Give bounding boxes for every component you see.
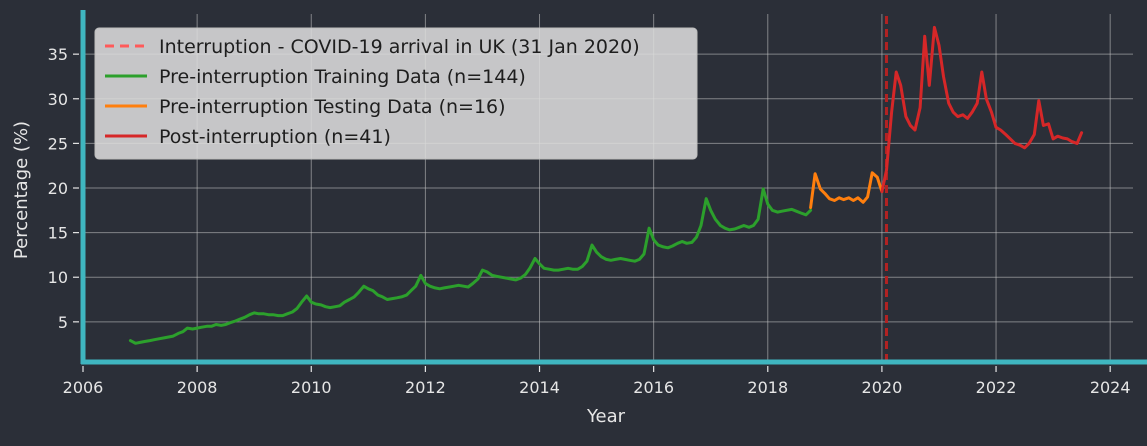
legend-label-1: Interruption - COVID-19 arrival in UK (3… [159,36,640,58]
y-tick-label: 35 [48,45,68,64]
y-tick-label: 20 [48,179,68,198]
series-line-2 [809,171,884,210]
series-line-3 [880,25,1084,194]
y-tick-label: 5 [58,313,68,332]
legend-label-4: Post-interruption (n=41) [159,126,391,148]
legend-label-3: Pre-interruption Testing Data (n=16) [159,96,506,118]
x-tick-label: 2006 [63,378,104,397]
x-tick-label: 2018 [747,378,788,397]
y-tick-label: 10 [48,268,68,287]
legend-box [94,27,698,160]
x-tick-label: 2024 [1090,378,1131,397]
x-tick-label: 2010 [291,378,332,397]
series-lines [128,25,1084,345]
axes [80,10,1147,365]
legend-label-2: Pre-interruption Training Data (n=144) [159,66,526,88]
x-tick-label: 2022 [976,378,1017,397]
x-tick-label: 2012 [405,378,446,397]
tick-labels: 2006 2008 2010 2012 2014 2016 2018 2020 2022 2024… [48,45,1131,397]
x-axis-label: Year [586,406,626,427]
x-tick-label: 2020 [862,378,903,397]
x-tick-label: 2008 [177,378,218,397]
y-tick-label: 30 [48,90,68,109]
y-axis-label: Percentage (%) [11,121,32,259]
x-tick-label: 2014 [519,378,560,397]
legend: Interruption - COVID-19 arrival in UK (3… [94,27,698,160]
x-tick-label: 2016 [633,378,674,397]
series-line-1 [128,187,813,345]
y-tick-label: 15 [48,224,68,243]
y-tick-label: 25 [48,134,68,153]
